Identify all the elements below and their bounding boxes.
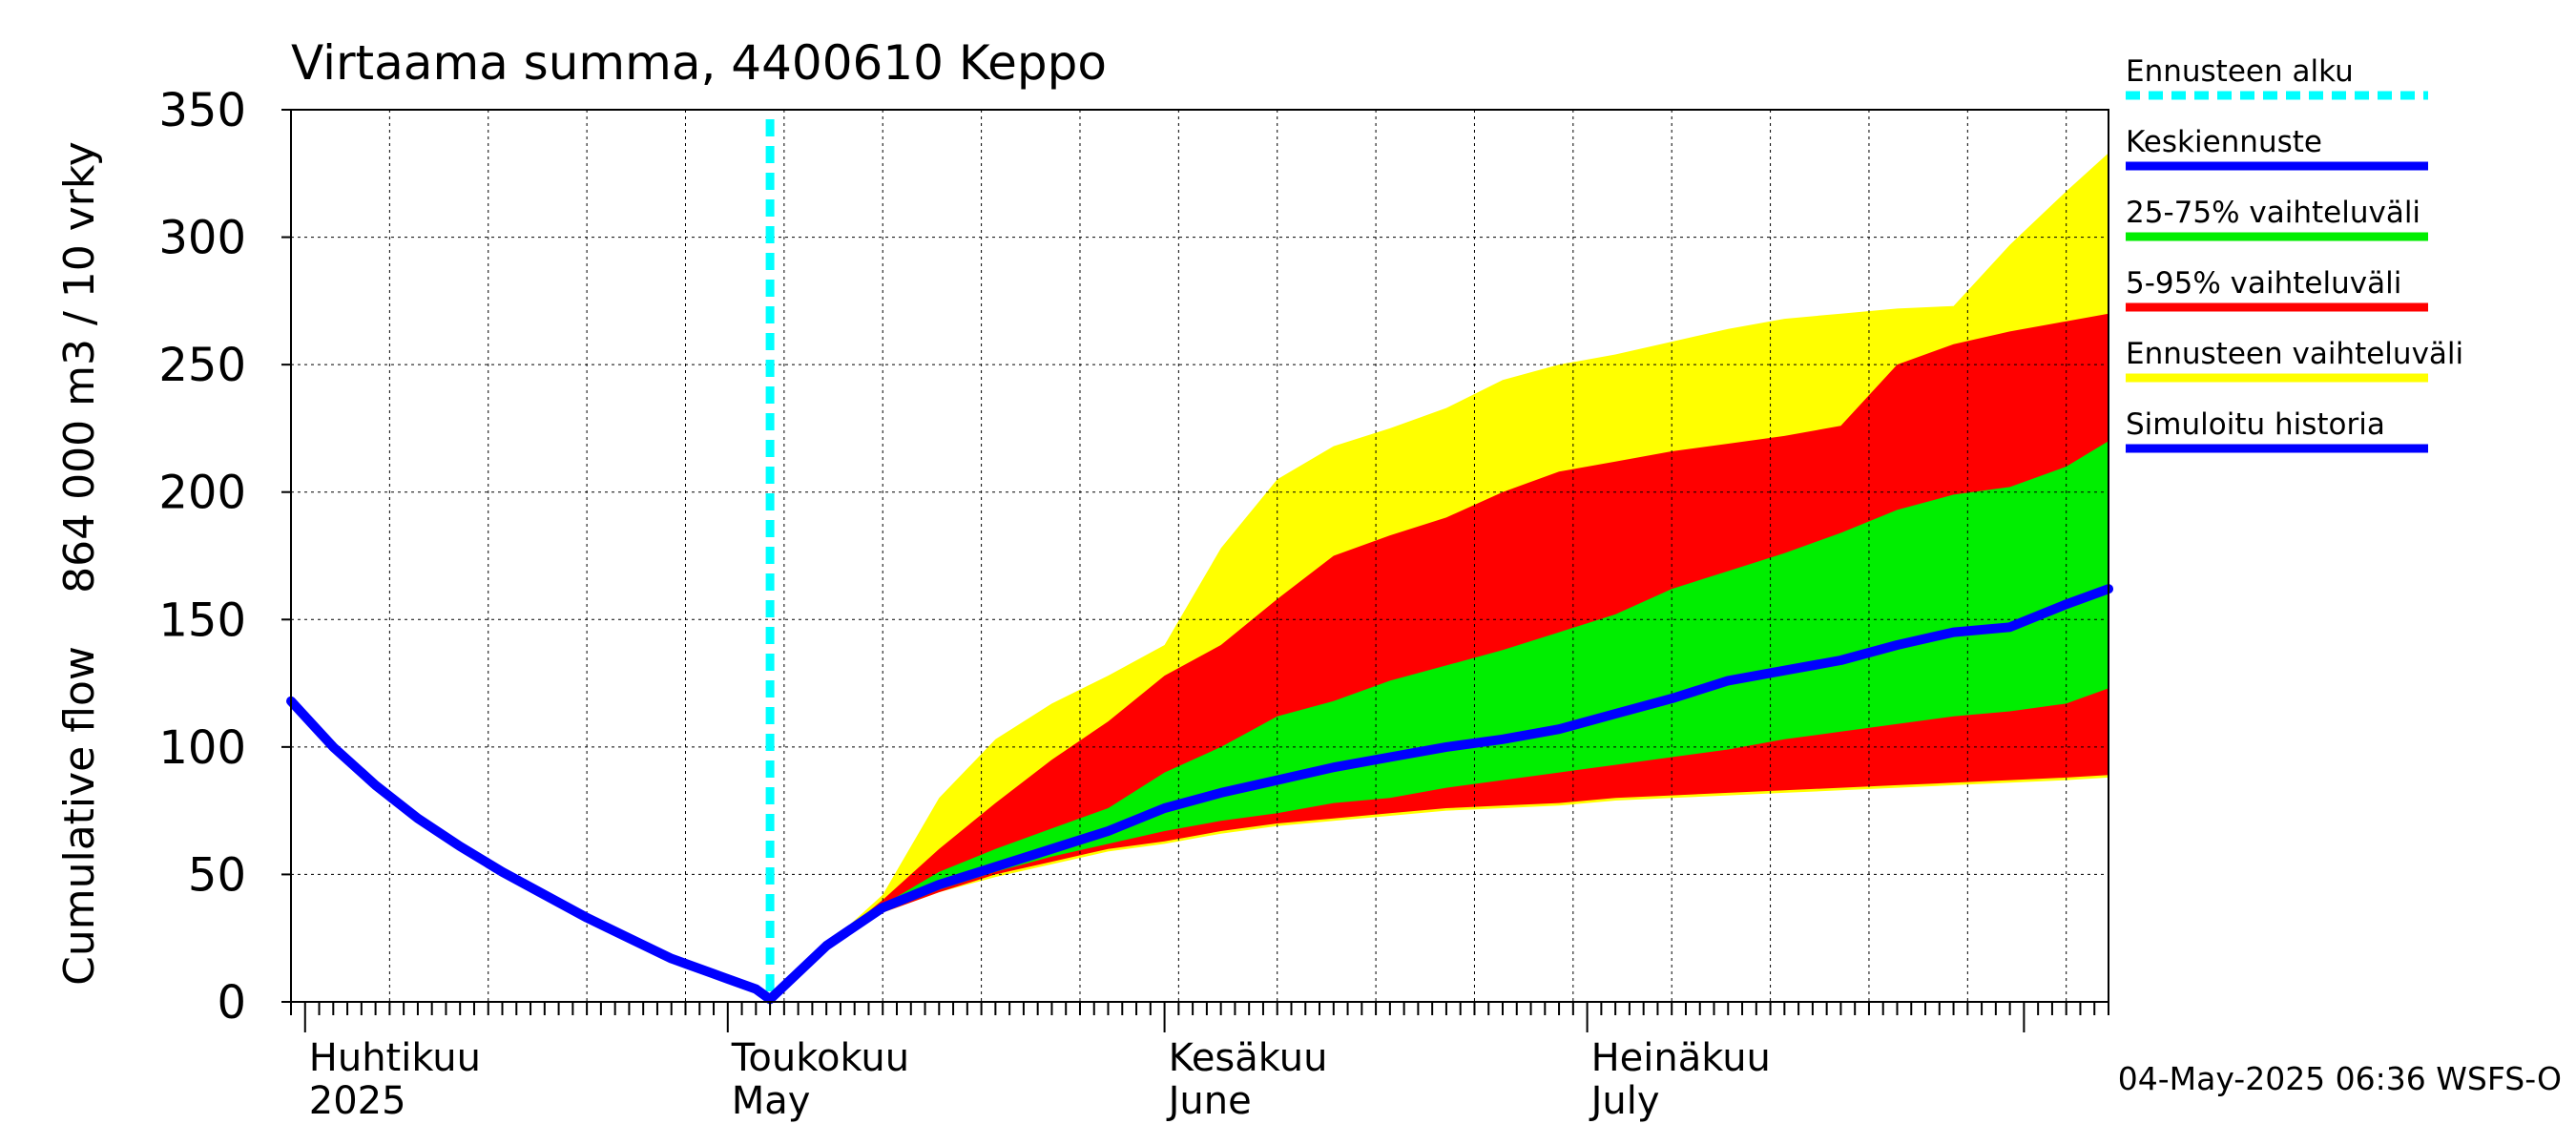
legend-label: Ennusteen vaihteluväli (2126, 337, 2463, 371)
band-25-75 (770, 441, 2109, 1000)
series-lines (286, 119, 2113, 1005)
chart-title: Virtaama summa, 4400610 Keppo (291, 35, 1107, 91)
y-tick-label: 200 (158, 467, 246, 520)
y-tick-label: 250 (158, 339, 246, 392)
median-forecast-line (765, 584, 2113, 1005)
legend-label: Simuloitu historia (2126, 407, 2385, 442)
y-tick-label: 150 (158, 593, 246, 647)
y-axis-label-line2: 864 000 m3 / 10 vrky (55, 141, 104, 593)
x-month-label: Toukokuu (731, 1036, 909, 1080)
timestamp-label: 04-May-2025 06:36 WSFS-O (2118, 1060, 2562, 1097)
y-tick-label: 350 (158, 84, 246, 137)
x-month-sublabel: July (1589, 1079, 1660, 1123)
x-month-sublabel: 2025 (309, 1079, 406, 1123)
y-tick-label: 100 (158, 721, 246, 775)
x-month-label: Huhtikuu (309, 1036, 481, 1080)
legend-label: Ennusteen alku (2126, 54, 2354, 89)
y-tick-label: 0 (217, 976, 246, 1030)
legend-label: Keskiennuste (2126, 125, 2322, 159)
plot-frame (290, 109, 2109, 1003)
legend-label: 5-95% vaihteluväli (2126, 266, 2401, 301)
simulated-history-line (286, 696, 776, 1005)
x-month-sublabel: June (1166, 1079, 1252, 1123)
y-axis-label-line1: Cumulative flow (55, 646, 104, 986)
x-month-label: Kesäkuu (1169, 1036, 1328, 1080)
x-month-sublabel: May (732, 1079, 811, 1123)
y-tick-label: 50 (188, 848, 246, 902)
legend-label: 25-75% vaihteluväli (2126, 196, 2420, 230)
legend: Ennusteen alku Keskiennuste 25-75% vaihtel… (2126, 54, 2463, 453)
x-month-label: Heinäkuu (1591, 1036, 1771, 1080)
grid (291, 110, 2109, 1002)
y-tick-label: 300 (158, 212, 246, 265)
